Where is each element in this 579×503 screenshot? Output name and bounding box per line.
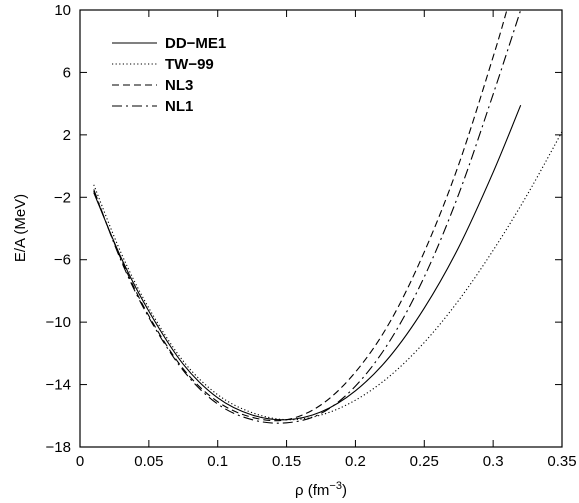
y-tick-label: −6 [54, 252, 71, 269]
y-tick-label: 6 [63, 64, 71, 81]
x-tick-label: 0.35 [547, 453, 576, 470]
x-tick-label: 0.2 [345, 453, 366, 470]
x-tick-label: 0.05 [134, 453, 163, 470]
legend-label: TW−99 [165, 56, 214, 73]
x-axis-title-close: ) [342, 482, 347, 499]
x-axis-title: ρ (fm−3) [295, 480, 347, 499]
x-tick-label: 0.3 [483, 453, 504, 470]
y-axis-ticks: −18 −14 −10 −6 −2 2 6 10 [46, 2, 562, 456]
plot-frame [79, 9, 563, 448]
y-tick-label: −2 [54, 189, 71, 206]
y-tick-label: −18 [46, 439, 71, 456]
x-tick-label: 0.25 [410, 453, 439, 470]
legend-label: NL1 [165, 98, 193, 115]
x-tick-label: 0 [76, 453, 84, 470]
y-tick-label: 2 [63, 127, 71, 144]
series-line-dashdot [93, 10, 522, 424]
y-axis-title: E/A (MeV) [12, 194, 29, 262]
y-tick-label: −14 [46, 377, 71, 394]
series-line-dashed [93, 10, 508, 422]
series-layer [93, 10, 562, 424]
legend-label: DD−ME1 [165, 35, 226, 52]
x-axis-title-exponent: −3 [329, 480, 342, 492]
legend-label: NL3 [165, 77, 193, 94]
x-axis-title-main: ρ (fm [295, 482, 329, 499]
x-tick-label: 0.1 [207, 453, 228, 470]
legend: DD−ME1 TW−99 NL3 NL1 [112, 35, 226, 115]
series-line-solid [93, 104, 522, 421]
y-tick-label: −10 [46, 314, 71, 331]
x-axis-ticks: 0 0.05 0.1 0.15 0.2 0.25 0.3 0.35 [76, 10, 577, 470]
x-tick-label: 0.15 [272, 453, 301, 470]
y-tick-label: 10 [54, 2, 71, 19]
